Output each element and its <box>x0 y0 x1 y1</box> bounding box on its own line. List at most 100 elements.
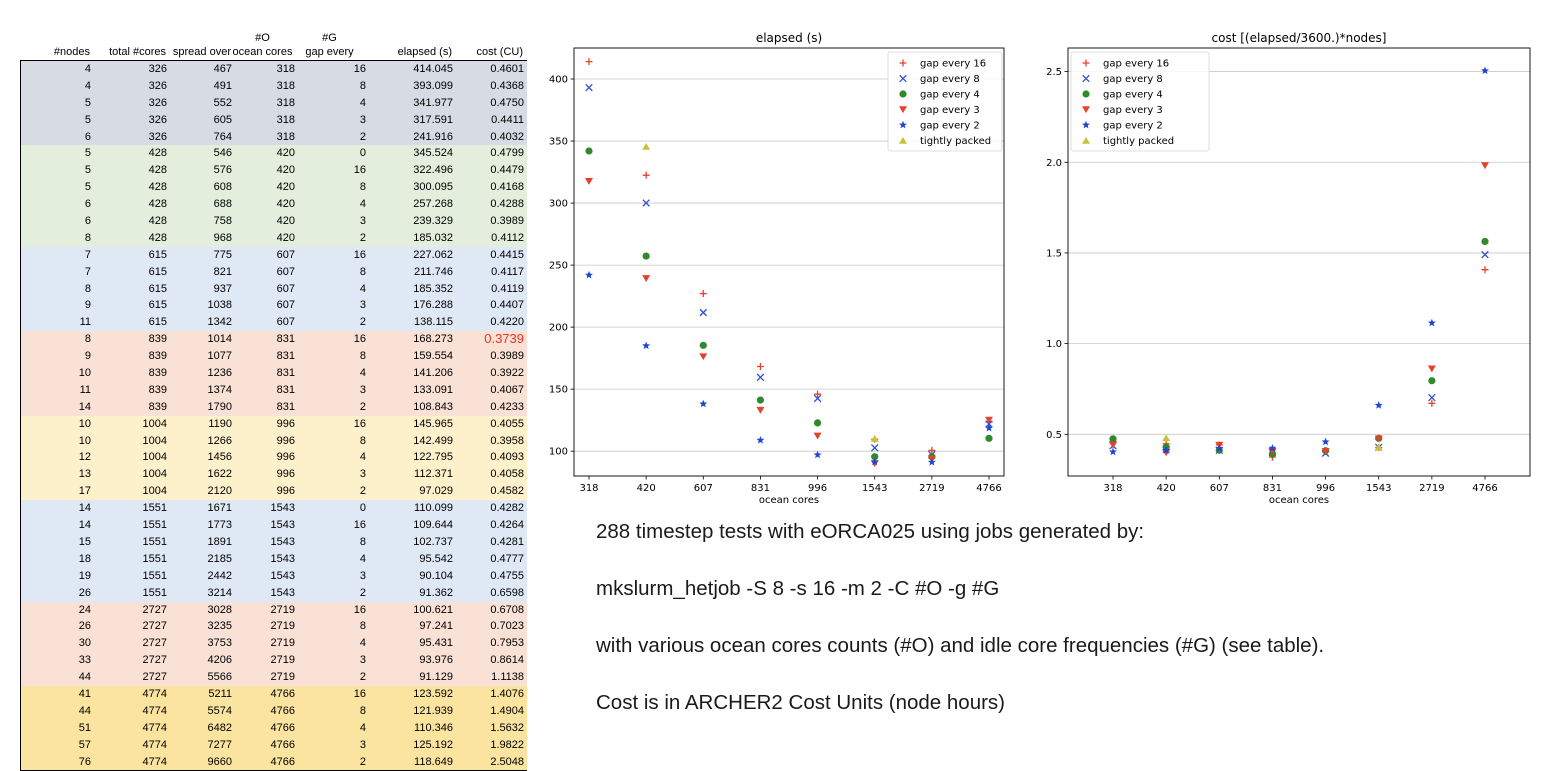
data-point <box>1481 266 1489 274</box>
table-cell: 1551 <box>142 502 167 515</box>
data-point <box>1215 444 1224 452</box>
column-header-label: ocean cores <box>232 46 293 58</box>
table-cell: 76 <box>78 755 91 768</box>
data-point <box>870 444 879 452</box>
table-row: 5 326 552 318 4 341.977 0.4750 <box>21 94 527 112</box>
x-tick-label: 607 <box>694 483 713 494</box>
table-cell: 420 <box>276 198 295 211</box>
table-cell: 16 <box>353 164 366 177</box>
table-cell: 17 <box>78 485 91 498</box>
notes-panel: 288 timestep tests with eORCA025 using j… <box>596 518 1546 746</box>
table-cell: 4 <box>359 282 366 295</box>
table-cell: 3 <box>359 468 366 481</box>
legend-marker <box>899 106 907 114</box>
table-cell: 615 <box>148 265 167 278</box>
legend-marker <box>1082 106 1090 114</box>
data-point <box>1428 399 1436 407</box>
table-cell: 8 <box>359 620 366 633</box>
table-cell: 227.062 <box>413 248 453 261</box>
table-cell: 0.4281 <box>490 535 524 548</box>
table-cell: 4 <box>359 721 366 734</box>
legend-box <box>887 51 1003 152</box>
table-cell: 9 <box>84 299 91 312</box>
table-cell: 2719 <box>270 637 295 650</box>
table-row: 76 4774 9660 4766 2 118.649 2.5048 <box>21 753 527 771</box>
table-cell: 8 <box>359 535 366 548</box>
table-cell: 5 <box>84 181 91 194</box>
table-cell: 19 <box>78 569 91 582</box>
data-point <box>1321 448 1330 455</box>
table-cell: 33 <box>78 654 91 667</box>
data-point <box>870 457 879 466</box>
data-point <box>585 178 593 185</box>
table-cell: 2719 <box>270 654 295 667</box>
data-point <box>699 290 707 298</box>
data-point <box>1162 434 1171 442</box>
chart-title: cost [(elapsed/3600.)*nodes] <box>1212 31 1387 45</box>
legend-label: tightly packed <box>1103 136 1174 147</box>
table-cell: 764 <box>213 130 232 143</box>
column-header-label: gap every <box>305 46 354 58</box>
table-cell: 1790 <box>207 400 232 413</box>
table-cell: 4 <box>359 552 366 565</box>
table-cell: 393.099 <box>413 79 453 92</box>
table-cell: 608 <box>213 181 232 194</box>
data-point <box>985 423 993 432</box>
data-point <box>642 275 651 282</box>
table-cell: 0.3958 <box>490 434 524 447</box>
table-row: 13 1004 1622 996 3 112.371 0.4058 <box>21 466 527 484</box>
data-point <box>1374 435 1383 443</box>
column-header-label: #nodes <box>53 46 90 58</box>
legend-box <box>1070 51 1210 152</box>
table-cell: 996 <box>276 468 295 481</box>
table-cell: 8 <box>359 79 366 92</box>
table-cell: 6 <box>84 198 91 211</box>
table-cell: 0.4093 <box>490 451 524 464</box>
note-line-2: mkslurm_hetjob -S 8 -s 16 -m 2 -C #O -g … <box>596 577 1000 600</box>
table-cell: 1004 <box>142 451 167 464</box>
table-cell: 1342 <box>207 316 232 329</box>
table-cell: 428 <box>148 215 167 228</box>
column-header: spread over <box>166 45 231 59</box>
x-tick-label: 2719 <box>919 483 944 494</box>
table-cell: 1374 <box>207 383 232 396</box>
table-row: 12 1004 1456 996 4 122.795 0.4093 <box>21 449 527 467</box>
table-cell: 16 <box>353 417 366 430</box>
table-cell: 2.5048 <box>490 755 524 768</box>
table-cell: 5574 <box>207 704 232 717</box>
column-header: #G gap every <box>294 31 365 59</box>
column-header: elapsed (s) <box>365 45 452 59</box>
table-row: 57 4774 7277 4766 3 125.192 1.9822 <box>21 736 527 754</box>
data-point <box>985 434 993 442</box>
plot-frame <box>573 47 1005 477</box>
table-cell: 0.4750 <box>490 96 524 109</box>
table-row: 44 4774 5574 4766 8 121.939 1.4904 <box>21 702 527 720</box>
table-cell: 4 <box>359 367 366 380</box>
data-point <box>642 341 651 350</box>
data-point <box>756 396 765 404</box>
data-point <box>585 58 593 66</box>
table-cell: 1004 <box>142 434 167 447</box>
table-cell: 3 <box>359 299 366 312</box>
table-cell: 322.496 <box>413 164 453 177</box>
table-cell: 0.4777 <box>490 552 524 565</box>
table-cell: 4 <box>359 637 366 650</box>
table-row: 19 1551 2442 1543 3 90.104 0.4755 <box>21 567 527 585</box>
y-tick-label: 1.0 <box>1046 339 1062 350</box>
data-point <box>1162 449 1171 457</box>
table-row: 11 615 1342 607 2 138.115 0.4220 <box>21 314 527 332</box>
data-point <box>927 457 936 466</box>
table-cell: 839 <box>148 333 167 346</box>
table-cell: 0.4112 <box>491 231 524 244</box>
table-cell: 97.029 <box>419 485 453 498</box>
table-cell: 607 <box>276 265 295 278</box>
table-cell: 4 <box>359 451 366 464</box>
table-cell: 2719 <box>270 603 295 616</box>
table-cell: 241.916 <box>413 130 453 143</box>
table-cell: 420 <box>276 147 295 160</box>
data-point <box>813 394 822 403</box>
table-cell: 996 <box>276 485 295 498</box>
legend-label: gap every 8 <box>920 74 980 85</box>
table-row: 4 326 491 318 8 393.099 0.4368 <box>21 77 527 95</box>
table-row: 8 839 1014 831 16 168.273 0.3739 <box>21 331 527 349</box>
